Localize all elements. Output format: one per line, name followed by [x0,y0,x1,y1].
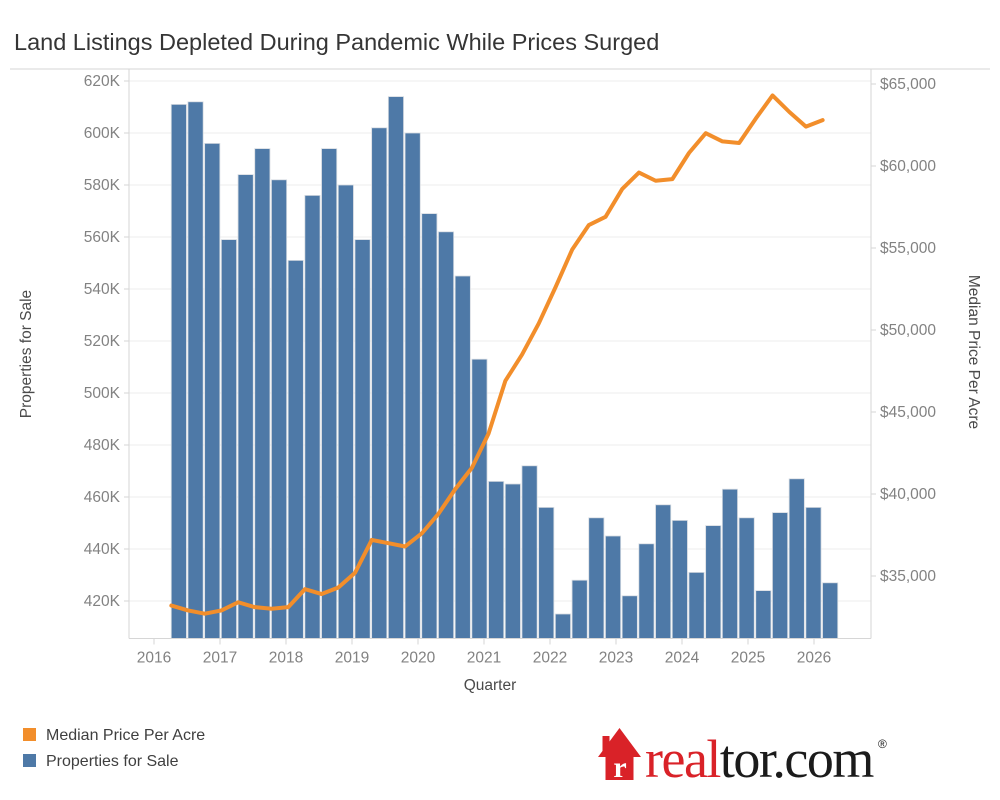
left-axis-tick-label: 540K [84,281,121,298]
x-axis-tick-label: 2020 [401,650,436,667]
bar-2020-Q1[interactable] [421,213,438,639]
bar-2024-Q3[interactable] [721,488,738,639]
bar-2021-Q2[interactable] [504,483,521,639]
x-axis-tick-label: 2024 [665,650,700,667]
left-axis-tick-label: 420K [84,593,121,610]
legend-swatch-line-icon [23,728,36,741]
bar-2025-Q4[interactable] [805,506,822,639]
bar-2020-Q2[interactable] [438,231,455,639]
bar-2024-Q4[interactable] [738,517,755,639]
x-axis-tick-label: 2023 [599,650,633,667]
left-axis-tick-label: 600K [84,125,121,142]
bar-2019-Q1[interactable] [354,239,371,639]
bar-2018-Q3[interactable] [321,148,338,639]
bar-2020-Q3[interactable] [454,275,471,639]
bar-2018-Q4[interactable] [337,184,354,639]
bar-2019-Q2[interactable] [371,127,388,639]
legend-label: Median Price Per Acre [46,727,205,744]
left-axis-tick-label: 460K [84,489,121,506]
legend-item-median-price[interactable]: Median Price Per Acre [23,727,205,744]
left-axis-tick-label: 620K [84,73,121,90]
right-axis-title: Median Price Per Acre [965,275,982,429]
x-axis-tick-label: 2018 [269,650,303,667]
bar-2017-Q1[interactable] [220,239,237,639]
bar-2021-Q3[interactable] [521,465,538,639]
bar-2023-Q1[interactable] [621,595,638,639]
bar-2024-Q2[interactable] [705,525,722,639]
bar-2025-Q3[interactable] [788,478,805,639]
x-axis-tick-label: 2017 [203,650,237,667]
chart-title: Land Listings Depleted During Pandemic W… [14,29,659,55]
x-axis-tick-label: 2021 [467,650,501,667]
bar-2023-Q4[interactable] [671,520,688,639]
left-axis-tick-label: 500K [84,385,121,402]
legend-label: Properties for Sale [46,753,179,770]
bar-2016-Q3[interactable] [187,101,204,639]
median-price-line[interactable] [169,93,825,616]
bar-2023-Q3[interactable] [655,504,672,639]
plot-area: 620K 600K 580K 560K 540K 520K 500K 480K 460K 440K… [10,68,990,667]
bar-2016-Q2[interactable] [170,104,187,639]
logo-house-letter: r [613,751,626,784]
x-axis-title: Quarter [464,677,517,694]
left-axis-tick-label: 520K [84,333,121,350]
bar-2017-Q4[interactable] [271,179,288,639]
x-axis-tick-label: 2019 [335,650,369,667]
bar-2021-Q1[interactable] [488,480,505,639]
left-axis-tick-label: 580K [84,177,121,194]
left-axis-tick-label: 480K [84,437,121,454]
right-axis-tick-label: $35,000 [880,568,936,585]
bar-2020-Q4[interactable] [471,358,488,639]
right-axis-tick-label: $60,000 [880,158,936,175]
bar-2019-Q4[interactable] [404,132,421,639]
x-axis-tick-label: 2016 [137,650,171,667]
bar-2022-Q1[interactable] [554,613,571,639]
x-axis-tick-label: 2025 [731,650,765,667]
realtor-house-icon: r [598,728,641,784]
right-axis-tick-label: $50,000 [880,322,936,339]
right-axis-tick-label: $55,000 [880,240,936,257]
x-axis-tick-label: 2026 [797,650,831,667]
bar-2016-Q4[interactable] [204,142,221,639]
bar-2019-Q3[interactable] [387,96,404,639]
bar-2017-Q2[interactable] [237,174,254,639]
legend-item-properties[interactable]: Properties for Sale [23,753,179,770]
left-axis-tick-label: 440K [84,541,121,558]
bar-2025-Q1[interactable] [755,590,772,639]
registered-trademark-icon: ® [878,737,887,751]
bar-2025-Q2[interactable] [772,512,789,639]
left-axis-tick-label: 560K [84,229,121,246]
bar-2018-Q1[interactable] [287,259,304,639]
left-axis-title: Properties for Sale [18,290,35,418]
bar-2022-Q2[interactable] [571,579,588,639]
realtor-logo: r realtor.com ® [598,728,887,789]
bar-2023-Q2[interactable] [638,543,655,639]
bar-2022-Q4[interactable] [605,535,622,639]
logo-wordmark: realtor.com [645,729,874,789]
right-axis-tick-label: $45,000 [880,404,936,421]
x-axis-tick-label: 2022 [533,650,567,667]
bar-2026-Q1[interactable] [822,582,839,639]
bar-2017-Q3[interactable] [254,148,271,639]
legend-swatch-bar-icon [23,754,36,767]
bar-2022-Q3[interactable] [588,517,605,639]
legend: Median Price Per Acre Properties for Sal… [23,727,205,770]
bar-2021-Q4[interactable] [538,506,555,639]
right-axis-tick-label: $65,000 [880,76,936,93]
bar-2024-Q1[interactable] [688,572,705,639]
bar-2018-Q2[interactable] [304,194,321,639]
right-axis-tick-label: $40,000 [880,486,936,503]
